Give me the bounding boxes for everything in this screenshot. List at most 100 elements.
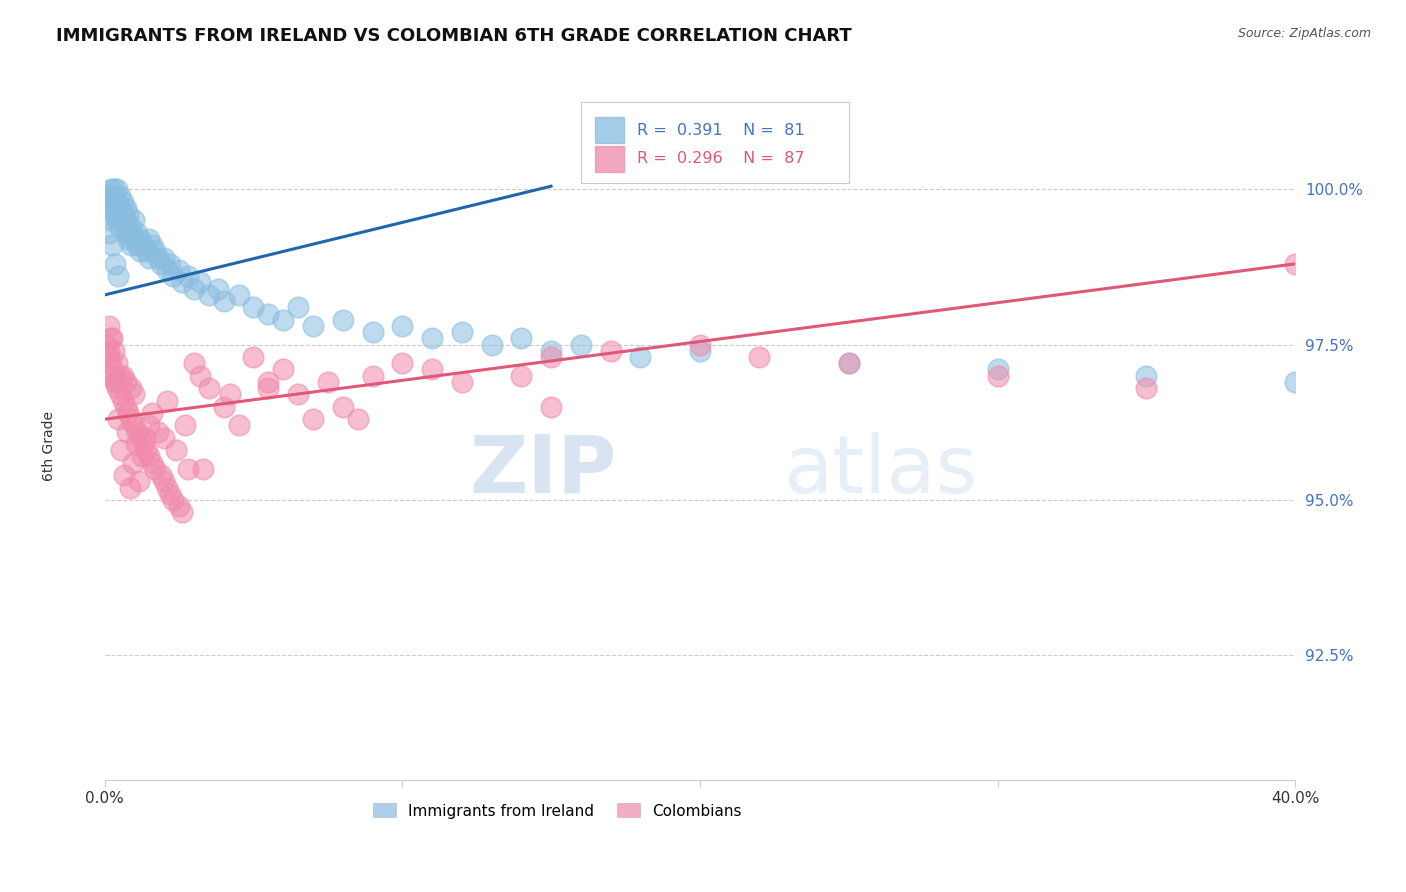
Point: [153, 431, 176, 445]
Text: IMMIGRANTS FROM IRELAND VS COLOMBIAN 6TH GRADE CORRELATION CHART: IMMIGRANTS FROM IRELAND VS COLOMBIAN 6TH…: [56, 27, 852, 45]
Point: [127, 425, 149, 439]
Point: [167, 263, 190, 277]
Point: [101, 238, 124, 252]
Point: [242, 301, 264, 315]
Point: [540, 343, 562, 358]
Point: [177, 269, 200, 284]
Point: [302, 318, 325, 333]
Point: [108, 188, 131, 202]
Text: Source: ZipAtlas.com: Source: ZipAtlas.com: [1237, 27, 1371, 40]
Point: [257, 381, 280, 395]
Point: [105, 213, 128, 227]
Legend: Immigrants from Ireland, Colombians: Immigrants from Ireland, Colombians: [367, 797, 748, 824]
Point: [104, 375, 127, 389]
Text: atlas: atlas: [783, 432, 977, 509]
Point: [143, 244, 166, 259]
Point: [98, 194, 121, 209]
Point: [450, 375, 472, 389]
Point: [143, 462, 166, 476]
Point: [101, 331, 124, 345]
Point: [207, 282, 229, 296]
Point: [107, 269, 129, 284]
Point: [111, 368, 134, 383]
Point: [108, 201, 131, 215]
Text: 6th Grade: 6th Grade: [42, 411, 56, 481]
Point: [103, 368, 125, 383]
Point: [128, 475, 150, 489]
Point: [120, 412, 142, 426]
Point: [420, 331, 443, 345]
Point: [159, 257, 181, 271]
Point: [131, 450, 153, 464]
Point: [112, 468, 135, 483]
Point: [271, 312, 294, 326]
Point: [162, 493, 184, 508]
Point: [198, 381, 221, 395]
Point: [228, 288, 250, 302]
Point: [105, 356, 128, 370]
Point: [107, 412, 129, 426]
Point: [332, 312, 354, 326]
Point: [127, 238, 149, 252]
FancyBboxPatch shape: [595, 118, 624, 144]
Point: [117, 406, 139, 420]
Point: [105, 182, 128, 196]
Point: [599, 343, 621, 358]
Point: [97, 350, 120, 364]
Point: [302, 412, 325, 426]
Point: [115, 425, 138, 439]
Text: ZIP: ZIP: [470, 432, 617, 509]
Point: [100, 331, 122, 345]
Point: [748, 350, 770, 364]
Point: [257, 375, 280, 389]
Point: [689, 343, 711, 358]
Point: [420, 362, 443, 376]
Point: [141, 238, 163, 252]
Point: [98, 226, 121, 240]
Point: [104, 375, 127, 389]
Point: [103, 207, 125, 221]
Point: [153, 475, 176, 489]
Point: [510, 331, 533, 345]
Point: [111, 207, 134, 221]
Point: [124, 418, 146, 433]
Point: [540, 350, 562, 364]
Point: [110, 213, 132, 227]
Point: [167, 499, 190, 513]
Point: [117, 232, 139, 246]
Point: [124, 232, 146, 246]
Point: [129, 244, 152, 259]
Point: [112, 219, 135, 234]
Point: [153, 251, 176, 265]
Point: [191, 462, 214, 476]
Point: [111, 393, 134, 408]
Point: [287, 301, 309, 315]
Point: [135, 443, 157, 458]
Point: [170, 276, 193, 290]
Point: [212, 294, 235, 309]
Point: [125, 437, 148, 451]
Point: [114, 375, 136, 389]
Point: [159, 487, 181, 501]
Point: [391, 318, 413, 333]
Point: [257, 307, 280, 321]
Point: [156, 393, 179, 408]
Point: [135, 244, 157, 259]
Point: [98, 318, 121, 333]
Point: [120, 381, 142, 395]
Point: [628, 350, 651, 364]
Point: [108, 387, 131, 401]
Text: R =  0.296    N =  87: R = 0.296 N = 87: [637, 151, 804, 166]
Point: [132, 437, 155, 451]
Point: [104, 201, 127, 215]
Point: [150, 257, 173, 271]
Point: [138, 232, 160, 246]
Point: [838, 356, 860, 370]
Point: [510, 368, 533, 383]
Point: [271, 362, 294, 376]
Point: [1284, 375, 1306, 389]
Point: [108, 219, 131, 234]
Point: [141, 456, 163, 470]
Point: [98, 343, 121, 358]
Point: [104, 257, 127, 271]
